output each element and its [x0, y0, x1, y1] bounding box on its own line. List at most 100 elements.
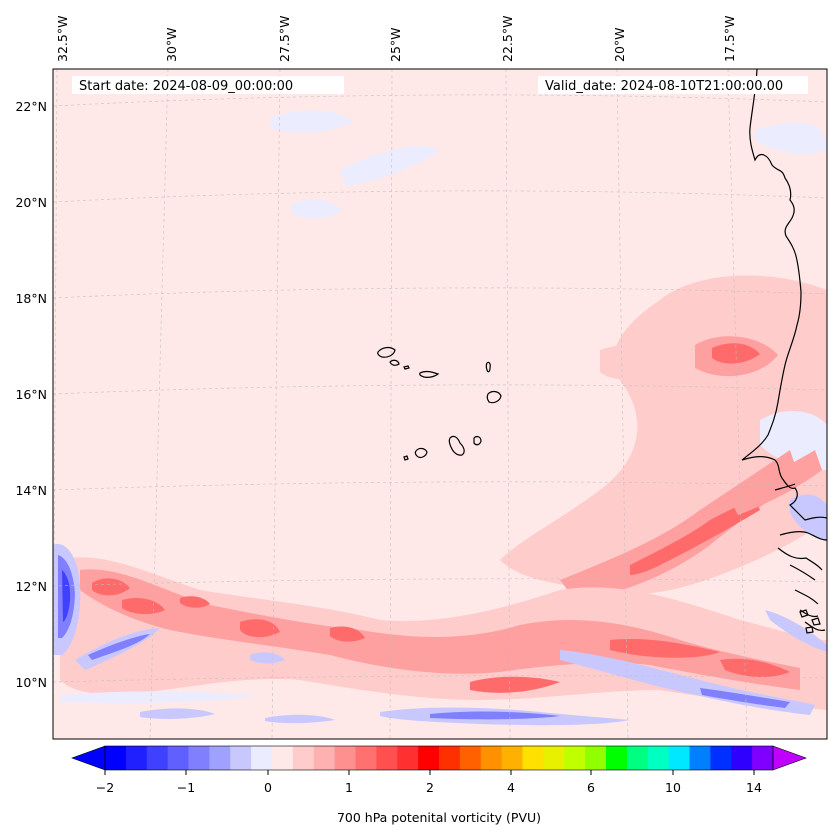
colorbar-bin [418, 746, 440, 770]
lat-label: 12°N [15, 579, 47, 594]
colorbar-frame [104, 745, 774, 771]
pv-patch-negative [292, 199, 342, 219]
colorbar-bin [606, 746, 628, 770]
coastlines [741, 69, 827, 634]
colorbar-bin [105, 746, 127, 770]
pv-band-positive [730, 450, 822, 515]
parallel-line [53, 190, 827, 203]
africa-coastline [741, 69, 827, 521]
gridlines [53, 69, 827, 739]
parallel-line [53, 675, 827, 683]
pv-core-positive [720, 658, 790, 678]
colorbar-ticks [104, 770, 755, 775]
parallel-line [53, 481, 827, 491]
lon-label: 22.5°W [500, 16, 515, 62]
island-boa-vista [486, 390, 502, 404]
cape-verde-islands [377, 346, 502, 461]
island-fogo [414, 447, 428, 458]
colorbar-bin [647, 746, 670, 770]
colorbar-bin [668, 746, 690, 770]
lat-label: 20°N [15, 195, 47, 210]
pv-patch-negative [340, 146, 440, 186]
colorbar-tick-label: 2 [426, 780, 434, 795]
colorbar-bin [355, 746, 377, 770]
meridian-line [271, 69, 281, 739]
island-maio [473, 435, 482, 446]
colorbar-bins [105, 746, 774, 770]
colorbar-bin [731, 746, 753, 770]
colorbar-over-arrow [772, 745, 807, 771]
colorbar-bin [313, 746, 336, 770]
colorbar-bin [125, 746, 148, 770]
pv-band-positive [630, 498, 760, 575]
parallel-line [53, 384, 827, 395]
colorbar-bin [272, 746, 294, 770]
island-santo-antao [377, 346, 396, 358]
lon-label: 32.5°W [55, 16, 70, 62]
pv-streak-negative [430, 711, 560, 720]
start-date-box [72, 76, 344, 94]
lon-label: 27.5°W [277, 16, 292, 62]
colorbar-tick-label: 14 [746, 780, 762, 795]
valid-date-label: Valid_date: 2024-08-10T21:00:00.00 [545, 79, 783, 94]
colorbar-bin [752, 746, 774, 770]
colorbar-bin [710, 746, 732, 770]
lon-label: 25°W [388, 27, 403, 62]
parallel-line [53, 94, 827, 107]
lat-label: 10°N [15, 675, 47, 690]
colorbar-under-arrow [71, 745, 106, 771]
island-santa-luzia [403, 365, 410, 370]
pv-streak-negative [250, 652, 285, 664]
colorbar-bin [397, 746, 419, 770]
lat-label: 22°N [15, 99, 47, 114]
colorbar-bin [626, 746, 649, 770]
pv-band-positive [560, 450, 800, 600]
island-brava [403, 455, 409, 461]
colorbar-tick-label: 6 [587, 780, 595, 795]
colorbar-bin [501, 746, 523, 770]
colorbar-bin [167, 746, 189, 770]
pv-streak-negative [60, 691, 260, 704]
island-sal [485, 361, 491, 373]
colorbar-bin [480, 746, 503, 770]
guinea-bissau-coast [777, 547, 826, 632]
parallel-line [53, 578, 827, 587]
colorbar-bin [334, 746, 356, 770]
pv-streak-negative [265, 714, 335, 724]
pv-patch-positive [600, 344, 670, 380]
valid-date-box [538, 76, 808, 94]
colorbar-tick-label: 4 [507, 780, 515, 795]
lat-label: 16°N [15, 387, 47, 402]
parallel-line [53, 287, 827, 299]
pv-rainband [80, 569, 800, 690]
colorbar-bin [522, 746, 544, 770]
pv-streak-negative [88, 634, 150, 660]
colorbar-bin [146, 746, 169, 770]
meridian-line [389, 69, 393, 739]
island-sao-vicente [389, 359, 400, 366]
longitude-labels: 32.5°W 30°W 27.5°W 25°W 22.5°W 20°W 17.5… [55, 16, 737, 62]
pv-core-positive [92, 578, 130, 596]
island-sao-nicolau [419, 370, 440, 378]
lat-label: 18°N [15, 291, 47, 306]
colorbar-bin [376, 746, 398, 770]
map-frame [52, 68, 828, 740]
pv-core-positive [122, 598, 165, 615]
lon-label: 30°W [164, 27, 179, 62]
bijagos-islands [799, 609, 821, 634]
colorbar-bin [188, 746, 210, 770]
meridian-line [53, 69, 58, 739]
meridian-line [149, 69, 169, 739]
colorbar: −2 −1 0 1 2 4 6 10 14 700 hPa potenital … [71, 745, 807, 825]
meridian-line [505, 69, 511, 739]
colorbar-bin [689, 746, 711, 770]
latitude-labels: 22°N 20°N 18°N 16°N 14°N 12°N 10°N [15, 99, 47, 690]
pv-patch-negative [755, 122, 827, 155]
lat-label: 14°N [15, 483, 47, 498]
pv-streak-negative [700, 688, 790, 708]
colorbar-bin [439, 746, 461, 770]
pv-core-positive [180, 596, 210, 608]
colorbar-tick-label: −1 [177, 780, 195, 795]
colorbar-bin [459, 746, 482, 770]
